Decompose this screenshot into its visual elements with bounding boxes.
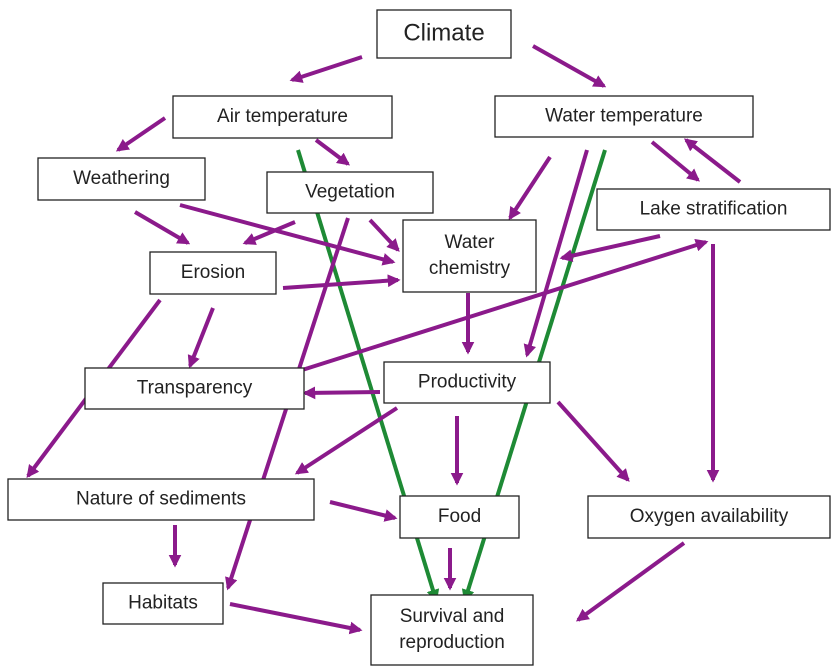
node-label: Transparency	[137, 378, 253, 399]
node: Vegetation	[266, 171, 434, 214]
node-label: Food	[438, 506, 481, 527]
node-box	[376, 9, 512, 59]
node-label: chemistry	[429, 258, 511, 279]
arrow	[508, 155, 552, 221]
node-label: Habitats	[128, 593, 198, 614]
node-box	[402, 219, 537, 293]
arrow	[523, 149, 589, 358]
node: Nature of sediments	[7, 478, 315, 521]
arrow	[242, 220, 296, 245]
node-label: Oxygen availability	[630, 506, 789, 527]
node-label: Air temperature	[217, 106, 348, 127]
arrow	[650, 140, 700, 182]
node-label: Climate	[403, 19, 484, 46]
node-label: Weathering	[73, 168, 170, 189]
node: Productivity	[383, 361, 551, 404]
arrow	[556, 400, 630, 482]
arrow	[179, 203, 396, 266]
arrow	[294, 406, 399, 475]
arrow	[229, 602, 363, 635]
arrows	[26, 44, 742, 635]
arrow	[368, 218, 400, 252]
node: Air temperature	[172, 95, 393, 139]
arrow	[115, 116, 167, 152]
node-label: Nature of sediments	[76, 489, 246, 510]
node-label: Water	[445, 232, 496, 253]
node-box	[7, 478, 315, 521]
arrow	[329, 500, 398, 522]
node: Oxygen availability	[587, 495, 831, 539]
node-label: Erosion	[181, 262, 245, 283]
arrow	[559, 234, 661, 263]
node-label: Lake stratification	[640, 199, 788, 220]
node-box	[399, 495, 520, 539]
node-box	[266, 171, 434, 214]
node: Lake stratification	[596, 188, 831, 231]
node-box	[102, 582, 224, 625]
arrow	[276, 238, 709, 380]
node: Transparency	[84, 367, 305, 410]
node-label: Survival and	[400, 606, 505, 627]
node-label: Water temperature	[545, 106, 703, 127]
node-box	[370, 594, 534, 666]
node-box	[383, 361, 551, 404]
node-box	[587, 495, 831, 539]
arrow	[314, 138, 351, 166]
node: Survival and reproduction	[370, 594, 534, 666]
arrow	[133, 210, 191, 245]
arrow	[282, 274, 401, 290]
arrow	[575, 541, 686, 622]
node: Climate	[376, 9, 512, 59]
node-box	[172, 95, 393, 139]
arrow	[302, 386, 381, 400]
node-label: reproduction	[399, 632, 505, 653]
node: Weathering	[37, 157, 206, 201]
node-box	[596, 188, 831, 231]
node: Food	[399, 495, 520, 539]
node-label: Vegetation	[305, 182, 395, 203]
node-box	[149, 251, 277, 295]
arrow	[187, 307, 215, 369]
node: Water temperature	[494, 95, 754, 138]
arrow	[532, 44, 607, 88]
arrow	[683, 138, 742, 184]
node-label: Productivity	[418, 372, 517, 393]
node-box	[494, 95, 754, 138]
node-box	[84, 367, 305, 410]
nodes: Climate Air temperature Water temperature W…	[7, 9, 831, 666]
node: Water chemistry	[402, 219, 537, 293]
node-box	[37, 157, 206, 201]
node: Erosion	[149, 251, 277, 295]
arrow	[289, 55, 363, 83]
node: Habitats	[102, 582, 224, 625]
